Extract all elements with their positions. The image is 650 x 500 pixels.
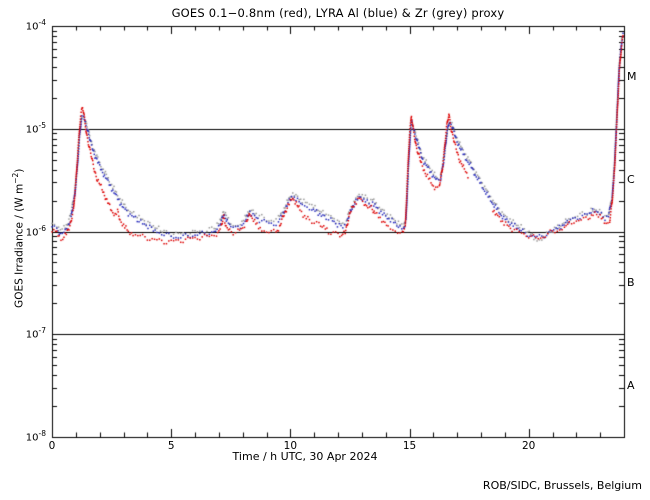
y-tick-label: 10-6 [25,223,46,238]
x-tick-label: 15 [402,440,417,452]
y-axis-label-exponent: −2 [10,172,20,184]
flare-class-label-a: A [627,378,635,392]
x-axis-label: Time / h UTC, 30 Apr 2024 [232,450,378,463]
x-tick-label: 20 [521,440,536,452]
x-tick-label: 0 [48,440,56,452]
flare-class-label-b: B [627,275,635,289]
y-axis-label-text: GOES Irradiance / (W m [13,183,26,308]
x-tick-label: 10 [283,440,298,452]
y-tick-label: 10-8 [25,429,46,444]
flare-class-label-m: M [627,70,637,84]
flare-class-label-c: C [627,173,635,187]
chart-title: GOES 0.1−0.8nm (red), LYRA Al (blue) & Z… [171,6,505,20]
x-tick-label: 5 [167,440,175,452]
credit-footer: ROB/SIDC, Brussels, Belgium [482,479,642,492]
y-axis-label: GOES Irradiance / (W m−2) [11,158,26,318]
y-axis-label-suffix: ) [13,168,26,173]
y-tick-label: 10-4 [25,18,46,33]
y-tick-label: 10-7 [25,326,46,341]
y-tick-label: 10-5 [25,120,46,136]
